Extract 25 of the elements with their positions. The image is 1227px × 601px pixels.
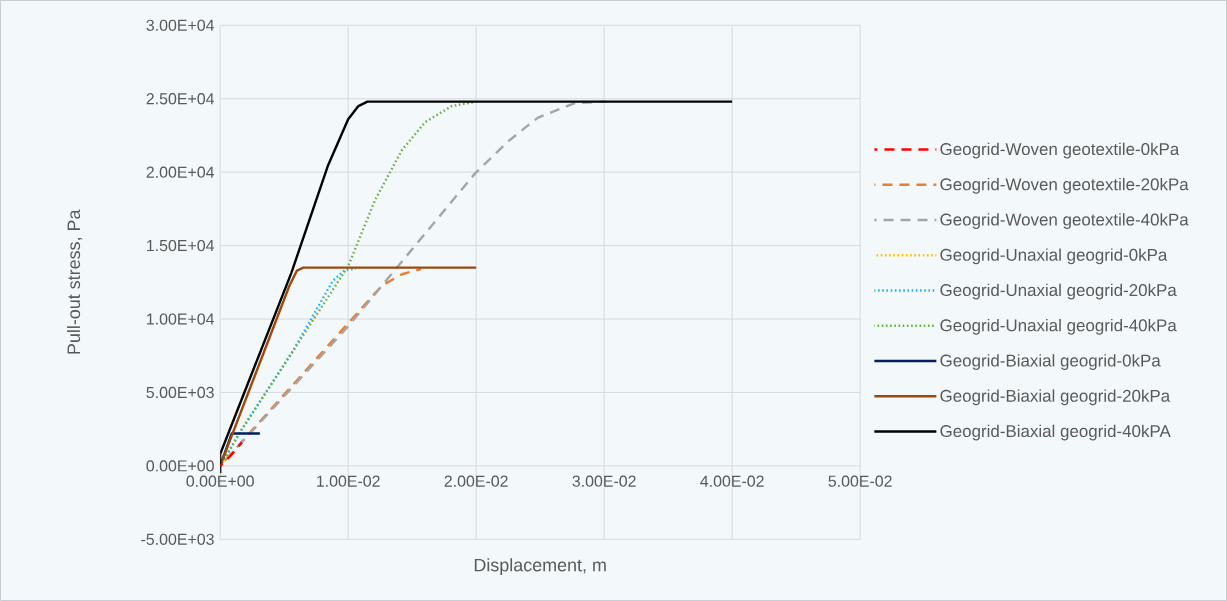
y-tick-label: 5.00E+03: [146, 386, 214, 399]
legend-label: Geogrid-Unaxial geogrid-40kPa: [940, 318, 1177, 335]
x-tick-label: 5.00E-02: [828, 475, 892, 487]
legend-label: Geogrid-Biaxial geogrid-40kPA: [940, 424, 1171, 441]
x-tick-label: 0.00E+00: [186, 475, 254, 487]
y-tick-label: 1.50E+04: [147, 239, 215, 252]
y-tick-label: 0.00E+00: [146, 460, 214, 472]
legend-label: Geogrid-Biaxial geogrid-20kPa: [940, 389, 1171, 406]
x-tick-label: 2.00E-02: [444, 475, 508, 487]
y-tick-label: -5.00E+03: [141, 533, 214, 545]
x-tick-label: 4.00E-02: [700, 475, 764, 487]
x-axis-title: Displacement, m: [474, 558, 606, 575]
y-tick-label: 1.00E+04: [147, 313, 215, 325]
legend-label: Geogrid-Unaxial geogrid-0kPa: [940, 248, 1168, 265]
legend-label: Geogrid-Unaxial geogrid-20kPa: [940, 283, 1177, 300]
x-tick-label: 1.00E-02: [317, 475, 380, 487]
y-axis-title: Pull-out stress, Pa: [66, 209, 83, 354]
y-tick-label: 2.00E+04: [146, 166, 215, 178]
y-tick-label: 2.50E+04: [146, 93, 215, 105]
legend-label: Geogrid-Woven geotextile-40kPa: [940, 213, 1189, 229]
legend-label: Geogrid-Biaxial geogrid-0kPa: [940, 354, 1161, 370]
legend-label: Geogrid-Woven geotextile-20kPa: [940, 177, 1189, 194]
legend-label: Geogrid-Woven geotextile-0kPa: [940, 142, 1180, 159]
y-tick-label: 3.00E+04: [146, 19, 215, 31]
x-tick-label: 3.00E-02: [572, 475, 636, 487]
